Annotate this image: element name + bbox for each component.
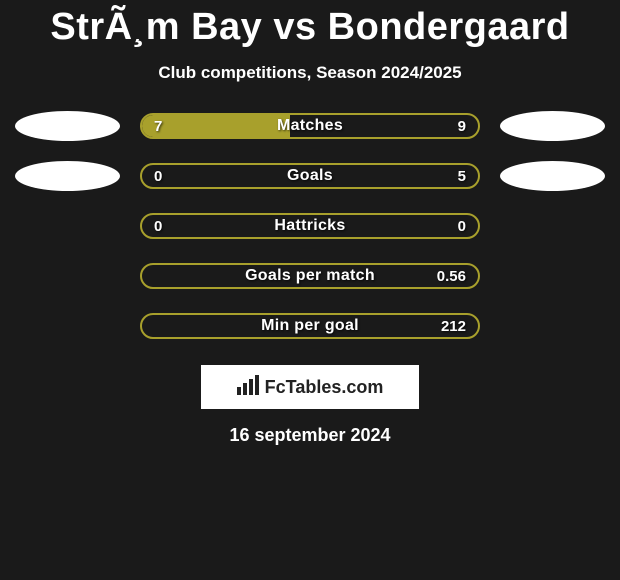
metric-value-right: 212 xyxy=(441,315,466,337)
page-subtitle: Club competitions, Season 2024/2025 xyxy=(0,63,620,83)
metric-bar: 0Goals5 xyxy=(140,163,480,189)
metric-label: Goals xyxy=(142,165,478,187)
player-right-avatar xyxy=(500,111,605,141)
page-title: StrÃ¸m Bay vs Bondergaard xyxy=(0,0,620,49)
bar-chart-icon xyxy=(237,375,259,400)
metric-row: 7Matches9 xyxy=(0,111,620,141)
metric-label: Matches xyxy=(142,115,478,137)
metric-label: Min per goal xyxy=(142,315,478,337)
metric-row: 0Hattricks0 xyxy=(0,211,620,241)
player-right-avatar xyxy=(500,161,605,191)
metric-bar: Min per goal212 xyxy=(140,313,480,339)
metric-row: Min per goal212 xyxy=(0,311,620,341)
brand-text: FcTables.com xyxy=(265,377,384,398)
metric-label: Hattricks xyxy=(142,215,478,237)
metric-value-right: 9 xyxy=(458,115,466,137)
metric-value-right: 5 xyxy=(458,165,466,187)
brand-suffix: .com xyxy=(341,377,383,397)
metric-label: Goals per match xyxy=(142,265,478,287)
metric-bar: Goals per match0.56 xyxy=(140,263,480,289)
player-left-avatar xyxy=(15,161,120,191)
metric-value-right: 0.56 xyxy=(437,265,466,287)
metric-bar: 7Matches9 xyxy=(140,113,480,139)
metric-rows: 7Matches90Goals50Hattricks0Goals per mat… xyxy=(0,111,620,341)
brand-bold: Tables xyxy=(286,377,342,397)
brand-logo: FcTables.com xyxy=(201,365,419,409)
player-left-avatar xyxy=(15,111,120,141)
snapshot-date: 16 september 2024 xyxy=(0,425,620,446)
metric-row: 0Goals5 xyxy=(0,161,620,191)
metric-row: Goals per match0.56 xyxy=(0,261,620,291)
metric-value-right: 0 xyxy=(458,215,466,237)
metric-bar: 0Hattricks0 xyxy=(140,213,480,239)
brand-prefix: Fc xyxy=(265,377,286,397)
